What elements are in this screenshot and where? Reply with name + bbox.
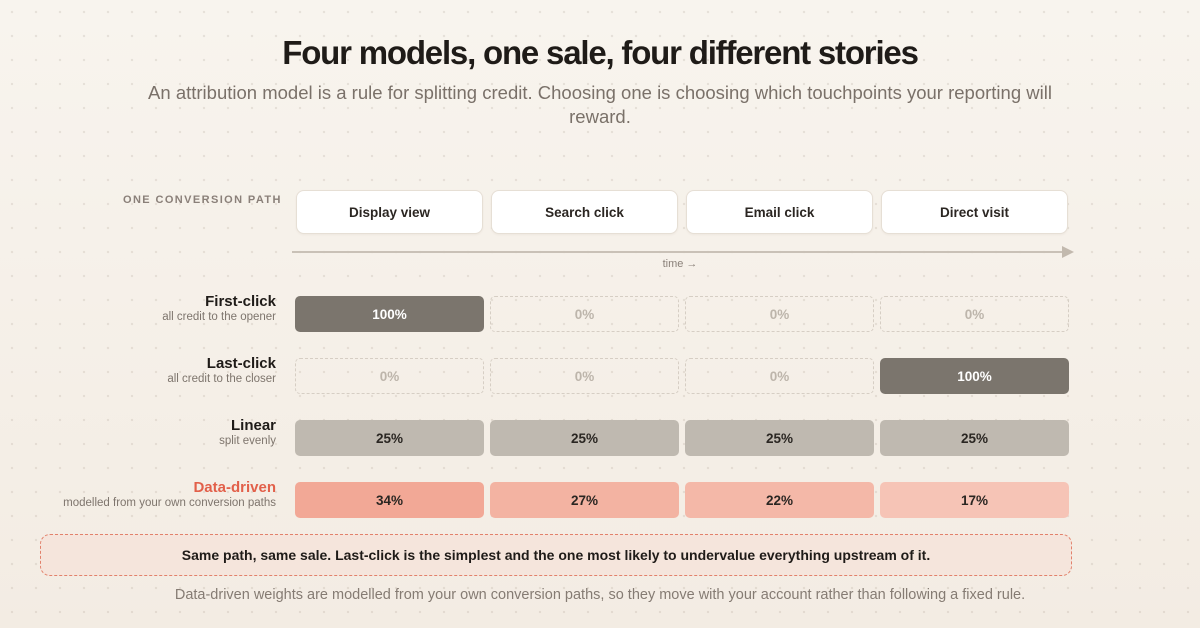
model-name-first-click: First-click bbox=[205, 293, 276, 310]
credit-cell: 22% bbox=[685, 482, 874, 518]
credit-cell: 17% bbox=[880, 482, 1069, 518]
page-subtitle: An attribution model is a rule for split… bbox=[148, 82, 1052, 127]
model-desc-data-driven: modelled from your own conversion paths bbox=[63, 497, 276, 509]
credit-cell: 25% bbox=[880, 420, 1069, 456]
credit-cell: 100% bbox=[295, 296, 484, 332]
credit-cell: 0% bbox=[880, 296, 1069, 332]
page-title: Four models, one sale, four different st… bbox=[282, 34, 919, 71]
touchpoint-search-click: Search click bbox=[491, 190, 678, 234]
credit-cell: 100% bbox=[880, 358, 1069, 394]
callout-box: Same path, same sale. Last-click is the … bbox=[40, 534, 1072, 576]
model-name-last-click: Last-click bbox=[206, 355, 276, 372]
credit-cell: 25% bbox=[295, 420, 484, 456]
credit-cell: 25% bbox=[685, 420, 874, 456]
time-axis-line bbox=[292, 251, 1064, 253]
credit-cell: 0% bbox=[490, 296, 679, 332]
credit-cell: 25% bbox=[490, 420, 679, 456]
touchpoint-direct-visit: Direct visit bbox=[881, 190, 1068, 234]
credit-cell: 27% bbox=[490, 482, 679, 518]
callout-text: Same path, same sale. Last-click is the … bbox=[181, 547, 931, 563]
model-desc-last-click: all credit to the closer bbox=[167, 373, 276, 385]
credit-cell: 34% bbox=[295, 482, 484, 518]
model-desc-linear: split evenly bbox=[219, 435, 276, 447]
time-axis-arrowhead bbox=[1062, 246, 1074, 258]
touchpoint-email-click: Email click bbox=[686, 190, 873, 234]
credit-cell: 0% bbox=[685, 296, 874, 332]
conversion-path-label: ONE CONVERSION PATH bbox=[123, 194, 282, 206]
credit-cell: 0% bbox=[685, 358, 874, 394]
model-name-data-driven: Data-driven bbox=[193, 479, 276, 496]
model-desc-first-click: all credit to the opener bbox=[162, 311, 276, 323]
time-axis-label: time → bbox=[662, 258, 698, 270]
touchpoint-display-view: Display view bbox=[296, 190, 483, 234]
credit-cell: 0% bbox=[295, 358, 484, 394]
model-name-linear: Linear bbox=[230, 417, 276, 434]
footnote: Data-driven weights are modelled from yo… bbox=[174, 587, 1026, 603]
credit-cell: 0% bbox=[490, 358, 679, 394]
